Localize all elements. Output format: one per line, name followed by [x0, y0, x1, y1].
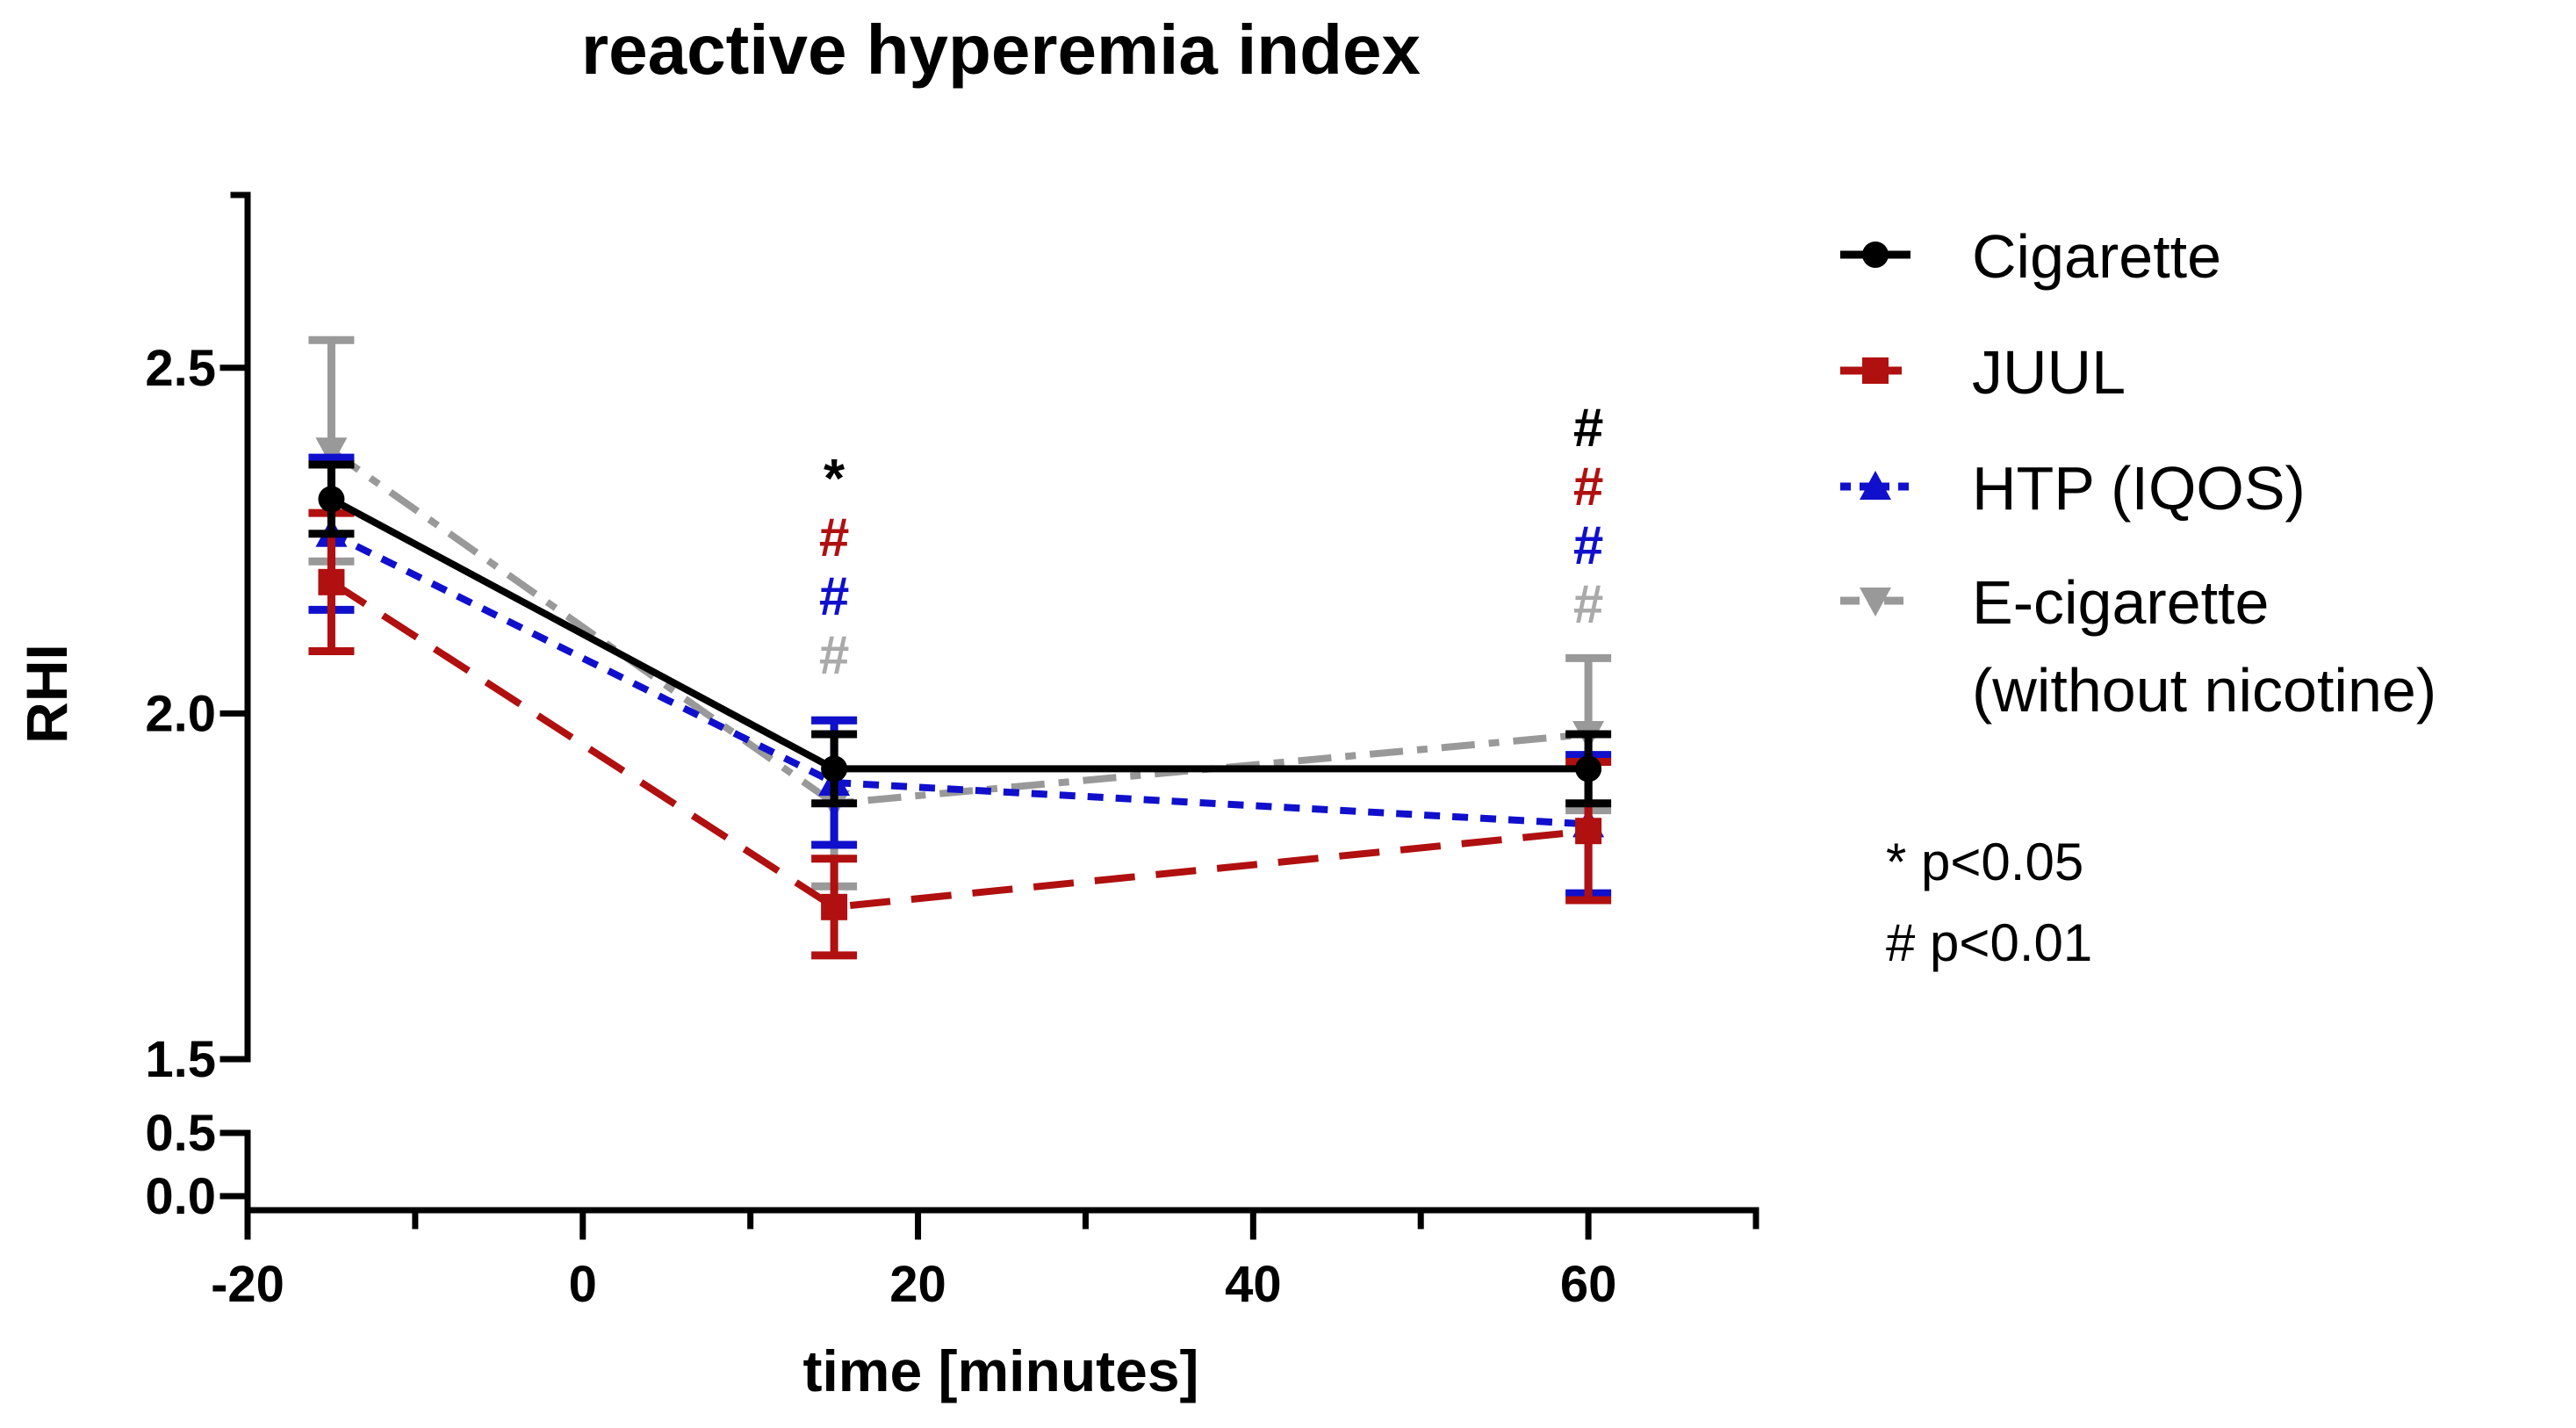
data-point	[318, 486, 345, 513]
significance-marker: #	[1573, 457, 1603, 517]
data-point	[1575, 818, 1602, 845]
data-point	[318, 568, 345, 595]
legend-label: E-cigarette	[1972, 568, 2269, 637]
y-tick-label: 2.0	[145, 685, 216, 742]
series-line	[329, 495, 1589, 773]
legend-label: Cigarette	[1972, 222, 2221, 291]
legend-marker	[1862, 242, 1889, 268]
significance-marker: #	[1573, 516, 1603, 576]
significance-marker: #	[819, 625, 849, 686]
legend-marker	[1862, 357, 1889, 384]
axes: 0.0 0.5 1.5 2.0 2.5 -20 0 20 40 60	[145, 191, 1759, 1313]
x-tick-label: -20	[211, 1256, 284, 1313]
series-e-cigarette	[308, 335, 1612, 891]
data-point	[315, 437, 348, 467]
significance-note: # p<0.01	[1886, 913, 2092, 972]
series-line	[329, 579, 1589, 911]
y-tick-label: 1.5	[145, 1031, 216, 1088]
y-tick-label: 0.0	[145, 1168, 216, 1225]
legend: Cigarette JUUL HTP (IQOS) E-cigarette (witho…	[1840, 222, 2436, 972]
x-tick-label: 20	[889, 1256, 946, 1313]
significance-marker: *	[824, 449, 845, 509]
legend-item: HTP (IQOS)	[1840, 454, 2306, 523]
series-layer	[308, 335, 1612, 960]
significance-marker: #	[1573, 574, 1603, 635]
series-cigarette	[308, 460, 1612, 808]
y-tick-label: 0.5	[145, 1105, 216, 1162]
x-axis-label: time [minutes]	[802, 1338, 1198, 1403]
legend-item: Cigarette	[1840, 222, 2221, 291]
x-tick-label: 60	[1560, 1256, 1617, 1313]
series-htp-iqos	[308, 453, 1612, 898]
chart-title: reactive hyperemia index	[581, 11, 1421, 89]
legend-marker	[1860, 471, 1891, 500]
data-point	[1575, 755, 1602, 783]
legend-item: E-cigarette (without nicotine)	[1840, 568, 2436, 725]
y-tick-label: 2.5	[145, 340, 216, 397]
y-axis-label: RHI	[14, 644, 79, 744]
significance-marker: #	[1573, 398, 1603, 458]
significance-note: * p<0.05	[1886, 833, 2083, 891]
significance-marker: #	[819, 566, 849, 627]
x-tick-label: 40	[1225, 1256, 1282, 1313]
x-tick-label: 0	[569, 1256, 597, 1313]
legend-marker	[1860, 588, 1891, 617]
data-point	[821, 755, 848, 783]
legend-label: HTP (IQOS)	[1972, 454, 2306, 523]
significance-marker: #	[819, 508, 849, 568]
data-point	[821, 893, 848, 920]
legend-item: JUUL	[1840, 338, 2126, 407]
series-juul	[308, 508, 1612, 960]
legend-label: JUUL	[1972, 338, 2126, 407]
series-line	[329, 530, 1589, 828]
legend-label: (without nicotine)	[1972, 656, 2436, 725]
annotation-layer: *#######	[819, 398, 1603, 686]
